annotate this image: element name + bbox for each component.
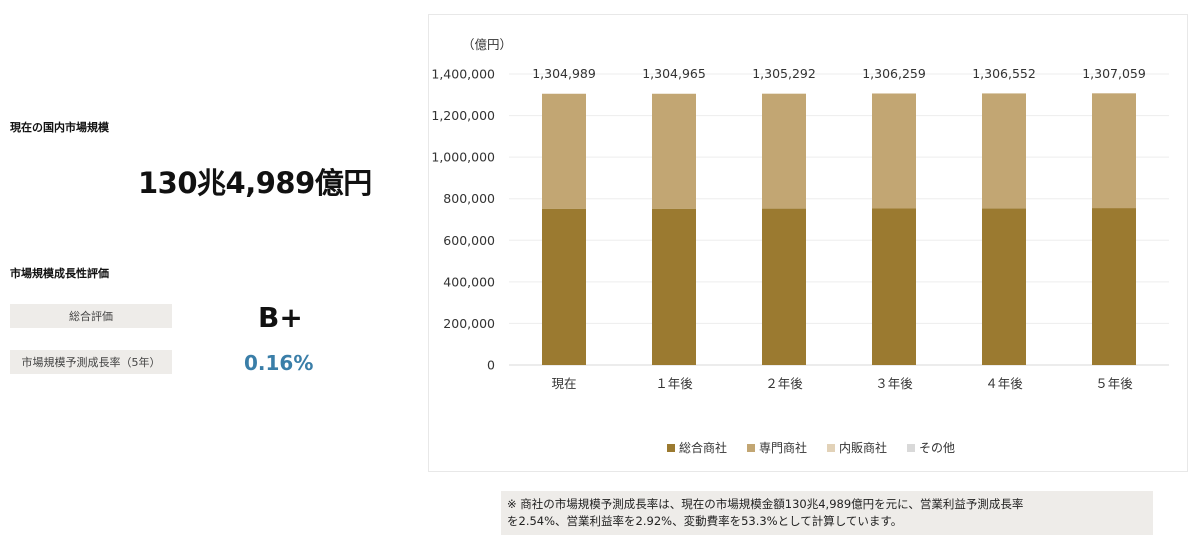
bar-segment-専門商社 xyxy=(982,93,1026,209)
bar-segment-総合商社 xyxy=(652,208,696,365)
bar-total-label: 1,304,989 xyxy=(532,66,596,81)
y-tick-label: 200,000 xyxy=(443,316,495,331)
legend-item-label: 総合商社 xyxy=(679,440,727,455)
summary-panel: 現在の国内市場規模 130兆4,989億円 市場規模成長性評価 総合評価 B+ … xyxy=(0,0,400,552)
x-tick-label: ４年後 xyxy=(985,376,1023,391)
legend-swatch xyxy=(827,444,835,452)
market-size-label: 現在の国内市場規模 xyxy=(10,121,109,134)
bar-segment-総合商社 xyxy=(762,208,806,365)
market-size-value: 130兆4,989億円 xyxy=(138,166,372,200)
bar-segment-専門商社 xyxy=(872,93,916,209)
bar-total-label: 1,306,552 xyxy=(972,66,1036,81)
growth-rate-value: 0.16% xyxy=(244,351,314,375)
growth-rate-label: 市場規模予測成長率（5年） xyxy=(10,350,172,374)
chart-legend: 総合商社 専門商社 内販商社 その他 xyxy=(667,440,955,455)
legend-item-label: その他 xyxy=(919,441,955,455)
bar-segment-専門商社 xyxy=(652,93,696,209)
overall-evaluation-grade: B+ xyxy=(258,301,303,334)
legend-swatch xyxy=(667,444,675,452)
bar-segment-総合商社 xyxy=(872,208,916,365)
bar-segment-総合商社 xyxy=(1092,208,1136,365)
overall-evaluation-label: 総合評価 xyxy=(10,304,172,328)
x-tick-label: ３年後 xyxy=(875,376,913,391)
x-tick-label: 現在 xyxy=(551,376,576,391)
x-tick-label: １年後 xyxy=(655,376,693,391)
legend-item-label: 内販商社 xyxy=(839,440,887,455)
legend-swatch xyxy=(747,444,755,452)
legend-swatch xyxy=(907,444,915,452)
y-tick-label: 1,400,000 xyxy=(431,67,495,82)
bar-total-label: 1,307,059 xyxy=(1082,66,1146,81)
x-tick-label: ２年後 xyxy=(765,376,803,391)
footnote-line-2: を2.54%、営業利益率を2.92%、変動費率を53.3%として計算しています。 xyxy=(507,514,903,528)
y-tick-label: 0 xyxy=(487,358,495,373)
y-tick-label: 800,000 xyxy=(443,191,495,206)
chart-svg: （億円） 0 200,000 400,000 600,000 800,000 1,000,0… xyxy=(431,37,1169,455)
bar-total-label: 1,304,965 xyxy=(642,66,706,81)
calculation-footnote: ※ 商社の市場規模予測成長率は、現在の市場規模金額130兆4,989億円を元に、… xyxy=(501,491,1153,535)
bar-stacks xyxy=(542,93,1136,365)
y-tick-label: 1,000,000 xyxy=(431,150,495,165)
bar-segment-専門商社 xyxy=(1092,93,1136,209)
growth-section-label: 市場規模成長性評価 xyxy=(10,267,109,280)
bar-segment-総合商社 xyxy=(542,208,586,365)
bar-segment-総合商社 xyxy=(982,208,1026,365)
bar-segment-専門商社 xyxy=(542,93,586,209)
bar-total-label: 1,305,292 xyxy=(752,66,816,81)
chart-labels: （億円） 0 200,000 400,000 600,000 800,000 1,000,0… xyxy=(431,37,1145,391)
y-tick-label: 600,000 xyxy=(443,233,495,248)
bar-total-label: 1,306,259 xyxy=(862,66,926,81)
y-axis-unit-label: （億円） xyxy=(462,37,512,52)
footnote-line-1: ※ 商社の市場規模予測成長率は、現在の市場規模金額130兆4,989億円を元に、… xyxy=(507,497,1024,511)
y-tick-label: 1,200,000 xyxy=(431,108,495,123)
market-size-chart: （億円） 0 200,000 400,000 600,000 800,000 1,000,0… xyxy=(428,14,1188,472)
grid-lines xyxy=(509,73,1169,366)
y-tick-label: 400,000 xyxy=(443,274,495,289)
bar-segment-専門商社 xyxy=(762,93,806,209)
x-tick-label: ５年後 xyxy=(1095,376,1133,391)
legend-item-label: 専門商社 xyxy=(759,440,807,455)
